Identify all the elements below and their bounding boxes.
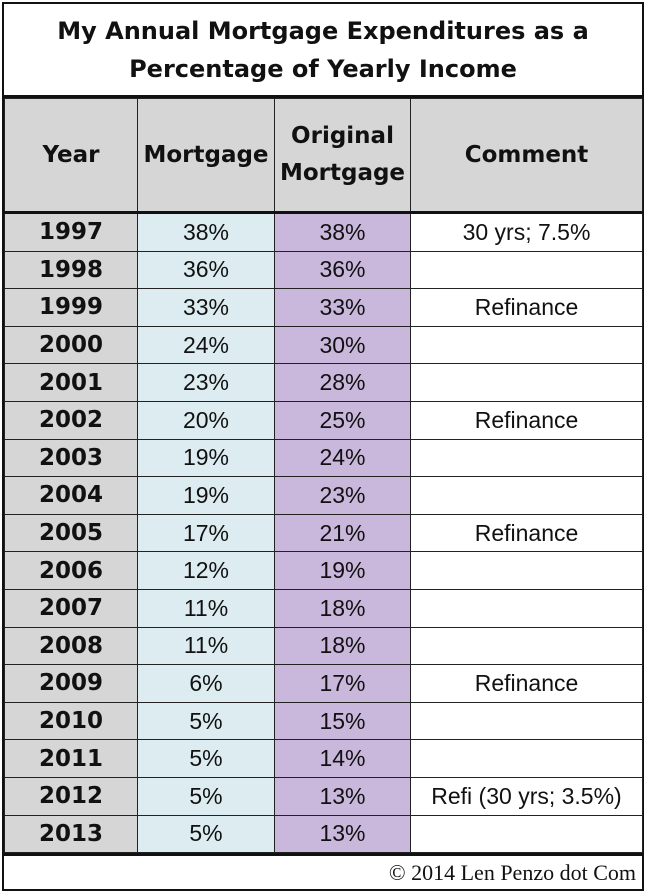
cell-mortgage: 5% — [137, 701, 275, 741]
cell-year: 1998 — [4, 250, 138, 290]
cell-mortgage: 38% — [137, 212, 275, 252]
cell-comment — [410, 701, 643, 741]
cell-mortgage: 19% — [137, 476, 275, 515]
cell-original-mortgage: 30% — [274, 325, 411, 365]
cell-comment — [410, 588, 643, 628]
table-row: 2002 20% 25% Refinance — [4, 400, 643, 440]
cell-comment — [410, 739, 643, 778]
cell-original-mortgage: 21% — [274, 513, 411, 553]
cell-comment — [410, 250, 643, 290]
cell-comment: 30 yrs; 7.5% — [410, 212, 643, 252]
cell-comment — [410, 438, 643, 478]
cell-mortgage: 17% — [137, 513, 275, 553]
cell-year: 2004 — [4, 476, 138, 515]
cell-original-mortgage: 23% — [274, 476, 411, 515]
cell-original-mortgage: 33% — [274, 288, 411, 327]
header-comment: Comment — [410, 98, 643, 214]
cell-mortgage: 5% — [137, 776, 275, 816]
header-mortgage: Mortgage — [137, 98, 275, 214]
cell-year: 2010 — [4, 701, 138, 741]
cell-comment — [410, 325, 643, 365]
table-row: 2013 5% 13% — [4, 814, 643, 854]
cell-original-mortgage: 15% — [274, 701, 411, 741]
table-row: 2000 24% 30% — [4, 325, 643, 365]
copyright-footer: © 2014 Len Penzo dot Com — [4, 853, 642, 889]
header-row: Year Mortgage Original Mortgage Comment — [4, 98, 643, 214]
cell-original-mortgage: 36% — [274, 250, 411, 290]
cell-year: 2011 — [4, 739, 138, 778]
cell-mortgage: 12% — [137, 551, 275, 590]
cell-mortgage: 5% — [137, 739, 275, 778]
cell-mortgage: 11% — [137, 588, 275, 628]
header-original-mortgage: Original Mortgage — [274, 98, 411, 214]
mortgage-table: Year Mortgage Original Mortgage Comment … — [4, 98, 643, 854]
cell-original-mortgage: 28% — [274, 363, 411, 402]
cell-original-mortgage: 24% — [274, 438, 411, 478]
cell-original-mortgage: 14% — [274, 739, 411, 778]
cell-year: 2005 — [4, 513, 138, 553]
cell-original-mortgage: 19% — [274, 551, 411, 590]
table-row: 2010 5% 15% — [4, 701, 643, 741]
table-row: 2005 17% 21% Refinance — [4, 513, 643, 553]
table-body: 1997 38% 38% 30 yrs; 7.5% 1998 36% 36% 1999 33% 3… — [4, 212, 643, 854]
cell-mortgage: 24% — [137, 325, 275, 365]
cell-year: 2003 — [4, 438, 138, 478]
cell-original-mortgage: 18% — [274, 626, 411, 666]
cell-original-mortgage: 13% — [274, 776, 411, 816]
header-year: Year — [4, 98, 138, 214]
table-row: 2009 6% 17% Refinance — [4, 664, 643, 703]
cell-mortgage: 36% — [137, 250, 275, 290]
cell-year: 2006 — [4, 551, 138, 590]
cell-year: 1999 — [4, 288, 138, 327]
table-row: 1999 33% 33% Refinance — [4, 288, 643, 327]
cell-comment — [410, 476, 643, 515]
cell-comment: Refinance — [410, 400, 643, 440]
cell-original-mortgage: 18% — [274, 588, 411, 628]
table-row: 1997 38% 38% 30 yrs; 7.5% — [4, 212, 643, 252]
cell-year: 2007 — [4, 588, 138, 628]
cell-comment: Refinance — [410, 513, 643, 553]
cell-comment — [410, 551, 643, 590]
cell-year: 2002 — [4, 400, 138, 440]
cell-year: 2001 — [4, 363, 138, 402]
cell-original-mortgage: 13% — [274, 814, 411, 854]
cell-original-mortgage: 17% — [274, 664, 411, 703]
cell-year: 2012 — [4, 776, 138, 816]
cell-comment — [410, 814, 643, 854]
cell-year: 2000 — [4, 325, 138, 365]
cell-year: 2009 — [4, 664, 138, 703]
cell-mortgage: 23% — [137, 363, 275, 402]
cell-comment: Refinance — [410, 664, 643, 703]
table-row: 2012 5% 13% Refi (30 yrs; 3.5%) — [4, 776, 643, 816]
cell-mortgage: 6% — [137, 664, 275, 703]
table-row: 1998 36% 36% — [4, 250, 643, 290]
cell-original-mortgage: 38% — [274, 212, 411, 252]
cell-mortgage: 19% — [137, 438, 275, 478]
table-row: 2003 19% 24% — [4, 438, 643, 478]
cell-comment: Refi (30 yrs; 3.5%) — [410, 776, 643, 816]
cell-mortgage: 5% — [137, 814, 275, 854]
cell-year: 1997 — [4, 212, 138, 252]
cell-comment — [410, 363, 643, 402]
cell-year: 2008 — [4, 626, 138, 666]
table-row: 2001 23% 28% — [4, 363, 643, 402]
cell-comment — [410, 626, 643, 666]
cell-mortgage: 33% — [137, 288, 275, 327]
cell-mortgage: 20% — [137, 400, 275, 440]
table-row: 2004 19% 23% — [4, 476, 643, 515]
table-title: My Annual Mortgage Expenditures as a Per… — [4, 4, 642, 98]
cell-mortgage: 11% — [137, 626, 275, 666]
table-row: 2007 11% 18% — [4, 588, 643, 628]
cell-original-mortgage: 25% — [274, 400, 411, 440]
table-row: 2008 11% 18% — [4, 626, 643, 666]
cell-comment: Refinance — [410, 288, 643, 327]
table-row: 2011 5% 14% — [4, 739, 643, 778]
cell-year: 2013 — [4, 814, 138, 854]
table-row: 2006 12% 19% — [4, 551, 643, 590]
